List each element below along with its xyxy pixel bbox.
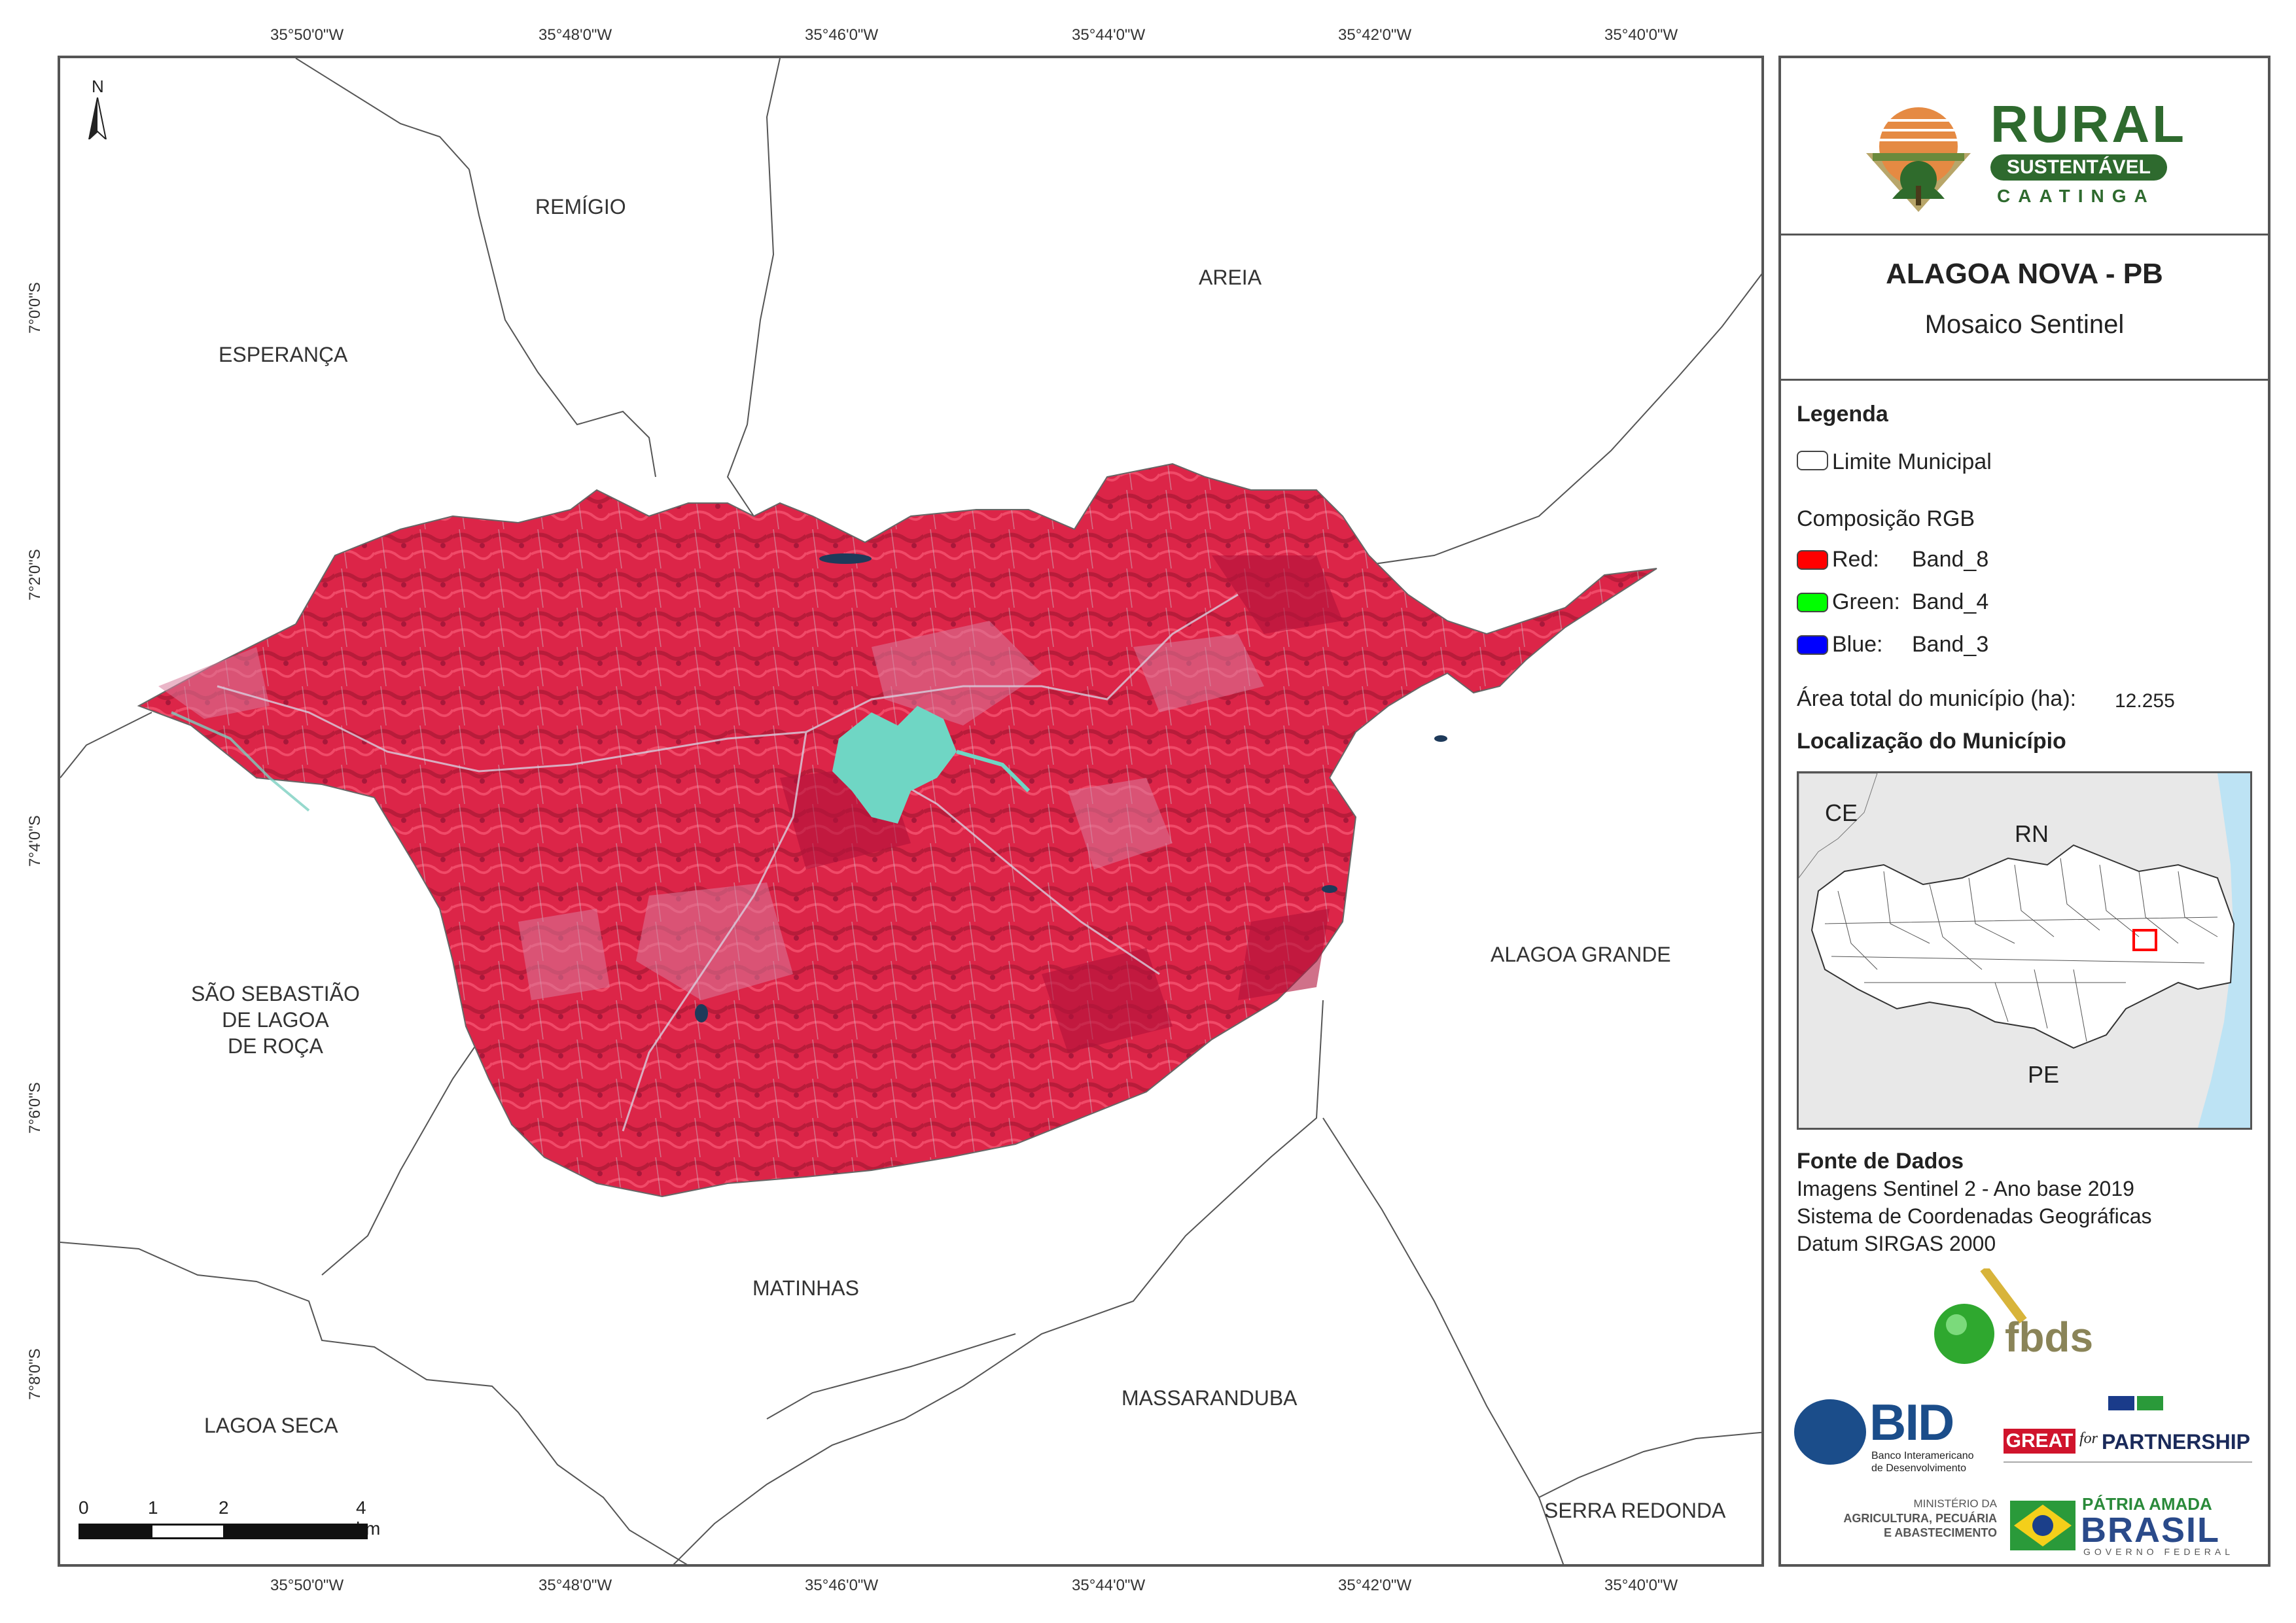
scale-label-1: 1 <box>148 1497 158 1518</box>
fbds-icon <box>1934 1268 2027 1364</box>
info-panel: RURAL SUSTENTÁVEL CAATINGA ALAGOA NOVA -… <box>1778 56 2270 1567</box>
logo-sustentavel: SUSTENTÁVEL <box>1990 154 2167 181</box>
lon-tick-bottom: 35°48'0"W <box>539 1577 612 1594</box>
location-inset: CE RN PE <box>1797 771 2252 1130</box>
lon-tick-top: 35°48'0"W <box>539 26 612 44</box>
lat-tick: 7°0'0"S <box>26 282 44 334</box>
lon-tick-bottom: 35°46'0"W <box>805 1577 879 1594</box>
rural-logo: RURAL SUSTENTÁVEL CAATINGA <box>1860 94 2200 238</box>
green-swatch <box>1797 593 1828 612</box>
governo-text: GOVERNO FEDERAL <box>2083 1546 2234 1557</box>
legend-heading: Legenda <box>1797 402 1888 427</box>
legend-blue-val: Band_3 <box>1912 632 1989 657</box>
inset-label-rn: RN <box>2015 820 2049 847</box>
inset-label-ce: CE <box>1825 799 1858 826</box>
lon-tick-top: 35°44'0"W <box>1072 26 1146 44</box>
lon-tick-top: 35°42'0"W <box>1338 26 1412 44</box>
page-subtitle: Mosaico Sentinel <box>1924 310 2125 339</box>
label-matinhas: MATINHAS <box>752 1276 859 1300</box>
north-label: N <box>92 77 104 96</box>
legend-green-val: Band_4 <box>1912 589 1989 614</box>
legend-limit: Limite Municipal <box>1832 449 1992 474</box>
bid-sub-2: de Desenvolvimento <box>1871 1463 1966 1474</box>
legend-rgb-heading: Composição RGB <box>1797 506 1975 531</box>
uk-flag-icon <box>2108 1396 2134 1410</box>
for-text: for <box>2079 1430 2098 1447</box>
brasil-logo: PÁTRIA AMADA BRASIL GOVERNO FEDERAL <box>2010 1494 2259 1560</box>
label-serra-redonda: SERRA REDONDA <box>1544 1499 1726 1522</box>
source-line-1: Imagens Sentinel 2 - Ano base 2019 <box>1797 1177 2134 1200</box>
north-arrow-icon <box>88 97 107 139</box>
legend-green-key: Green: <box>1832 589 1900 614</box>
brasil-flag-icon <box>2010 1501 2075 1550</box>
lat-tick: 7°8'0"S <box>26 1348 44 1400</box>
map-frame[interactable]: N REMÍGIO AREIA ESPERANÇA SÃO SEBASTIÃO … <box>58 56 1764 1567</box>
source-line-3: Datum SIRGAS 2000 <box>1797 1232 1996 1255</box>
location-heading: Localização do Município <box>1797 729 2066 754</box>
municipal-boundaries <box>60 58 1761 1564</box>
lon-tick-top: 35°50'0"W <box>270 26 344 44</box>
fbds-logo: fbds <box>1932 1268 2102 1367</box>
bid-text: BID <box>1869 1393 1954 1451</box>
lat-tick: 7°6'0"S <box>26 1082 44 1134</box>
logo-rural: RURAL <box>1990 95 2187 153</box>
great-text: GREAT <box>2004 1429 2075 1454</box>
ministerio-line-2: AGRICULTURA, PECUÁRIA <box>1843 1512 1997 1525</box>
label-lagoa-seca: LAGOA SECA <box>204 1414 338 1437</box>
label-areia: AREIA <box>1199 266 1262 289</box>
lon-tick-top: 35°46'0"W <box>805 26 879 44</box>
ministerio-line-1: MINISTÉRIO DA <box>1913 1497 1997 1510</box>
legend-blue-key: Blue: <box>1832 632 1883 657</box>
scale-label-0: 0 <box>79 1497 89 1518</box>
fbds-text: fbds <box>2005 1314 2094 1361</box>
logo-caatinga: CAATINGA <box>1997 186 2155 206</box>
bid-globe-icon <box>1794 1399 1866 1465</box>
page-title: ALAGOA NOVA - PB <box>1886 258 2163 290</box>
urban-area <box>832 706 957 824</box>
lon-tick-top: 35°40'0"W <box>1604 26 1678 44</box>
legend-red-val: Band_8 <box>1912 547 1989 572</box>
partnership-text: PARTNERSHIP <box>2102 1430 2250 1454</box>
bid-sub-1: Banco Interamericano <box>1871 1450 1974 1461</box>
location-map <box>1799 773 2250 1128</box>
blue-swatch <box>1797 635 1828 655</box>
patria-text: PÁTRIA AMADA <box>2082 1494 2212 1514</box>
legend-red-key: Red: <box>1832 547 1879 572</box>
lon-tick-bottom: 35°42'0"W <box>1338 1577 1412 1594</box>
scale-bar: 0 1 2 4 km <box>79 1497 393 1550</box>
inset-label-pe: PE <box>2028 1061 2060 1088</box>
lat-tick: 7°4'0"S <box>26 815 44 867</box>
map-canvas <box>60 58 1761 1564</box>
scale-label-2: 2 <box>219 1497 229 1518</box>
lon-tick-bottom: 35°44'0"W <box>1072 1577 1146 1594</box>
brazil-flag-icon <box>2137 1396 2163 1410</box>
label-massaranduba: MASSARANDUBA <box>1122 1386 1298 1410</box>
area-label: Área total do município (ha): <box>1797 686 2077 711</box>
ministerio-line-3: E ABASTECIMENTO <box>1883 1526 1997 1539</box>
label-remigio: REMÍGIO <box>535 195 626 218</box>
ministerio-logo: MINISTÉRIO DA AGRICULTURA, PECUÁRIA E AB… <box>1801 1497 1997 1556</box>
sun-tree-icon <box>1866 107 1971 212</box>
red-swatch <box>1797 550 1828 570</box>
lat-tick: 7°2'0"S <box>26 549 44 601</box>
area-value: 12.255 <box>2115 690 2175 712</box>
lon-tick-bottom: 35°40'0"W <box>1604 1577 1678 1594</box>
lon-tick-bottom: 35°50'0"W <box>270 1577 344 1594</box>
bid-logo: BID Banco Interamericano de Desenvolvime… <box>1794 1393 2004 1484</box>
north-arrow: N <box>79 77 118 142</box>
label-esperanca: ESPERANÇA <box>219 343 348 366</box>
label-sao-sebastiao: SÃO SEBASTIÃO DE LAGOA DE ROÇA <box>191 982 360 1058</box>
source-line-2: Sistema de Coordenadas Geográficas <box>1797 1204 2152 1228</box>
brasil-text: BRASIL <box>2081 1510 2220 1550</box>
great-partnership-logo: GREAT for PARTNERSHIP <box>2004 1396 2259 1468</box>
label-alagoa-grande: ALAGOA GRANDE <box>1491 943 1671 966</box>
water-bodies <box>695 553 1447 1022</box>
limit-swatch <box>1797 451 1828 470</box>
source-heading: Fonte de Dados <box>1797 1149 1964 1174</box>
agricultural-zones <box>158 621 1264 1000</box>
